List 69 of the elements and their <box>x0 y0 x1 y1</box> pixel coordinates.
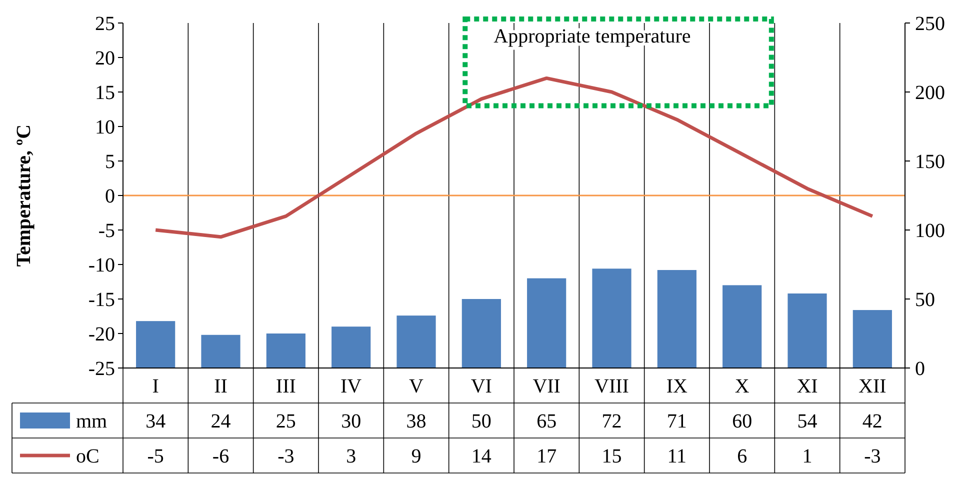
x-tick-label: VI <box>470 376 492 398</box>
data-label: 11 <box>667 446 687 468</box>
y-tick-label: -5 <box>98 220 115 242</box>
bar <box>201 334 240 368</box>
bar <box>462 299 501 368</box>
data-label: 14 <box>471 446 492 468</box>
data-label: 15 <box>602 446 622 468</box>
data-label: 71 <box>666 410 687 432</box>
data-label: 17 <box>536 446 557 468</box>
bar <box>722 285 762 368</box>
x-tick-label: VII <box>532 376 560 398</box>
y2-tick-label: 150 <box>915 151 945 173</box>
data-label: -6 <box>212 446 230 468</box>
x-tick-label: V <box>409 376 424 398</box>
data-label: 30 <box>341 410 362 432</box>
y-tick-label: -20 <box>88 324 115 346</box>
x-tick-label: IX <box>666 376 688 398</box>
x-tick-label: III <box>276 376 296 398</box>
data-label: -3 <box>278 446 294 468</box>
y2-tick-label: 0 <box>915 358 925 380</box>
x-tick-label: IV <box>340 376 362 398</box>
y2-tick-label: 100 <box>915 220 945 242</box>
bar <box>332 326 371 368</box>
y-tick-label: 25 <box>95 13 115 35</box>
legend-label: mm <box>76 410 108 432</box>
bar <box>788 293 827 368</box>
y-axis-title: Temperature, ºC <box>13 124 35 267</box>
legend-label: oC <box>76 446 100 468</box>
y2-tick-label: 200 <box>915 82 945 104</box>
y2-tick-label: 250 <box>915 13 945 35</box>
x-tick-label: II <box>214 376 228 398</box>
x-tick-label: I <box>152 376 159 398</box>
y-tick-label: -15 <box>88 289 115 311</box>
line-series <box>154 76 874 239</box>
y-tick-label: 15 <box>95 82 115 104</box>
x-tick-label: X <box>734 376 750 398</box>
y-tick-label: 0 <box>105 186 115 208</box>
y2-tick-label: 50 <box>915 289 935 311</box>
y-tick-label: 5 <box>105 151 115 173</box>
data-label: 42 <box>862 410 882 432</box>
data-label: 72 <box>602 410 622 432</box>
y-tick-label: -10 <box>88 254 115 276</box>
bar <box>852 310 892 368</box>
data-label: -5 <box>147 446 164 468</box>
data-label: 9 <box>411 446 422 468</box>
bar <box>266 334 306 368</box>
data-label: -3 <box>864 446 881 468</box>
bar <box>657 270 696 368</box>
y-tick-label: 20 <box>95 48 115 70</box>
data-label: 60 <box>732 410 752 432</box>
data-label: 34 <box>146 410 166 432</box>
data-label: 6 <box>737 446 748 468</box>
x-tick-label: XI <box>796 376 818 398</box>
x-tick-label: XII <box>858 376 886 398</box>
data-label: 24 <box>210 410 231 432</box>
data-label: 65 <box>536 410 557 432</box>
bar <box>527 278 566 368</box>
y-tick-label: 10 <box>95 116 115 138</box>
data-label: 38 <box>406 410 426 432</box>
data-label: 50 <box>471 410 492 432</box>
data-label: 54 <box>797 410 818 432</box>
bar <box>396 316 436 368</box>
bar <box>592 268 632 368</box>
x-tick-label: VIII <box>594 376 629 398</box>
bar <box>136 321 176 368</box>
y-tick-label: -25 <box>88 358 115 380</box>
data-label: 1 <box>802 446 812 468</box>
data-label: 25 <box>276 410 296 432</box>
data-label: 3 <box>346 446 356 468</box>
